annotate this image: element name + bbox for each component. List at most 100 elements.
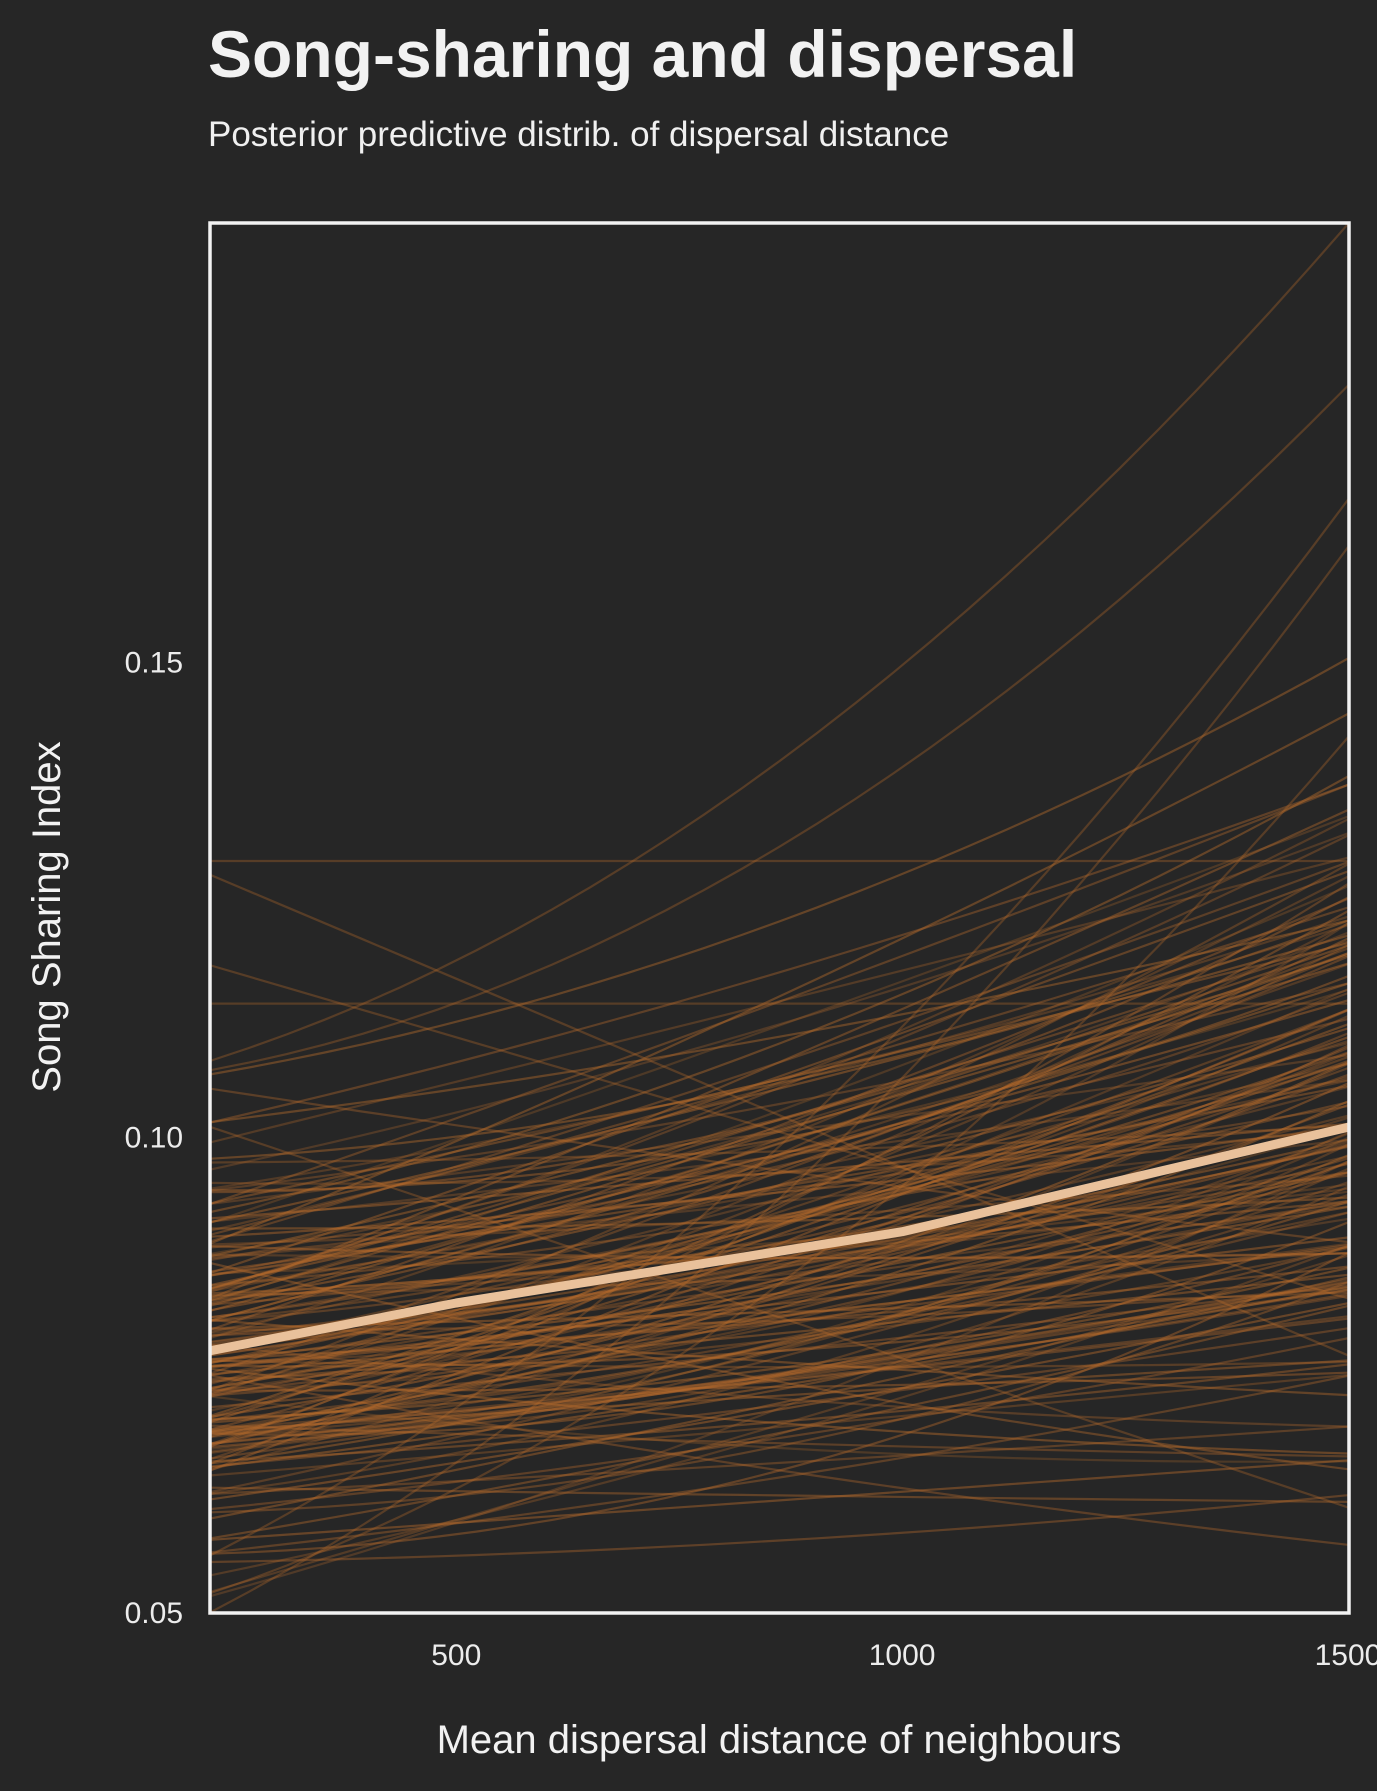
x-tick-label: 1500: [1315, 1639, 1377, 1672]
posterior-draw-line: [211, 954, 1348, 1258]
posterior-draw-line: [211, 1486, 1348, 1503]
posterior-draw-line: [211, 1367, 1348, 1455]
posterior-draw-line: [211, 1288, 1348, 1368]
posterior-draw-line: [211, 1062, 1348, 1292]
posterior-draw-line: [211, 1067, 1348, 1323]
posterior-draw-line: [211, 1162, 1348, 1397]
posterior-draw-line: [211, 1276, 1348, 1520]
posterior-draw-line: [211, 224, 1348, 1062]
posterior-draw-line: [211, 1337, 1348, 1511]
y-axis: 0.05 0.10 0.15: [125, 646, 183, 1630]
posterior-draw-line: [211, 1027, 1348, 1305]
posterior-draw-line: [211, 1211, 1348, 1432]
posterior-draw-line: [211, 1052, 1348, 1460]
posterior-draw-line: [211, 922, 1348, 1390]
posterior-draw-line: [211, 1315, 1348, 1435]
posterior-draw-line: [211, 1143, 1348, 1436]
posterior-draw-line: [211, 736, 1348, 1595]
posterior-draw-line: [211, 1246, 1348, 1376]
posterior-draw-line: [211, 922, 1348, 1396]
plot-frame: [208, 221, 1351, 1615]
posterior-draw-line: [211, 1359, 1348, 1369]
posterior-draw-line: [211, 1163, 1348, 1357]
posterior-draw-line: [211, 1236, 1348, 1368]
posterior-draw-line: [211, 944, 1348, 1301]
posterior-draw-line: [211, 1171, 1348, 1369]
posterior-draw-line: [211, 1171, 1348, 1389]
posterior-draw-line: [211, 1040, 1348, 1333]
posterior-draw-line: [211, 1181, 1348, 1438]
posterior-draw-line: [211, 874, 1348, 1357]
posterior-draw-line: [211, 906, 1348, 1236]
posterior-draw-line: [211, 1199, 1348, 1368]
posterior-draw-line: [211, 1054, 1348, 1205]
posterior-draw-line: [211, 999, 1348, 1287]
posterior-draw-line: [211, 1254, 1348, 1593]
posterior-draw-line: [211, 1167, 1348, 1495]
posterior-draw-line: [211, 775, 1348, 1213]
posterior-draw-line: [211, 1302, 1348, 1501]
posterior-draw-line: [211, 1252, 1348, 1555]
posterior-draw-line: [211, 875, 1348, 1339]
posterior-draw-line: [211, 1278, 1348, 1454]
posterior-draw-line: [211, 1251, 1348, 1297]
posterior-draw-line: [211, 384, 1348, 1072]
posterior-draw-line: [211, 1273, 1348, 1383]
posterior-draw-line: [211, 1174, 1348, 1246]
posterior-draw-line: [211, 783, 1348, 1124]
posterior-draw-line: [211, 982, 1348, 1322]
posterior-draw-line: [211, 808, 1348, 1300]
posterior-draw-line: [211, 1160, 1348, 1597]
posterior-draw-line: [211, 885, 1348, 1303]
posterior-draw-line: [211, 1281, 1348, 1514]
y-tick-label: 0.15: [125, 646, 183, 679]
posterior-draw-line: [211, 1126, 1348, 1334]
posterior-draw-line: [211, 1318, 1348, 1397]
posterior-draw-line: [211, 856, 1348, 1144]
posterior-draw-line: [211, 1221, 1348, 1437]
posterior-draw-line: [211, 1281, 1348, 1445]
posterior-draw-line: [211, 1132, 1348, 1363]
posterior-draw-line: [211, 934, 1348, 1224]
posterior-draw-line: [211, 947, 1348, 1307]
mean-curve-line: [211, 1122, 1348, 1356]
posterior-draw-line: [211, 940, 1348, 1290]
posterior-draw-line: [211, 1373, 1348, 1477]
posterior-draw-line: [211, 1244, 1348, 1577]
posterior-draw-line: [211, 1317, 1348, 1434]
posterior-draw-line: [211, 712, 1348, 1245]
posterior-draw-line: [211, 1201, 1348, 1364]
posterior-draw-line: [211, 1154, 1348, 1465]
posterior-draw-line: [211, 546, 1348, 1613]
posterior-draw-line: [211, 1128, 1348, 1185]
posterior-draw-line: [211, 882, 1348, 1465]
posterior-draw-line: [211, 975, 1348, 1192]
mean-curve-group: [211, 1122, 1348, 1356]
posterior-draw-line: [211, 1140, 1348, 1350]
posterior-draw-line: [211, 1371, 1348, 1392]
posterior-draw-line: [211, 964, 1348, 1300]
posterior-draw-line: [211, 910, 1348, 1448]
posterior-draw-line: [211, 937, 1348, 1312]
posterior-draw-line: [211, 1017, 1348, 1277]
posterior-draw-line: [211, 896, 1348, 1194]
y-axis-title: Song Sharing Index: [25, 741, 69, 1092]
posterior-draw-line: [211, 1193, 1348, 1493]
posterior-draw-line: [211, 861, 1348, 1243]
posterior-draw-line: [211, 1023, 1348, 1417]
posterior-draw-line: [211, 1056, 1348, 1322]
posterior-draws: [211, 224, 1348, 1613]
posterior-draw-line: [211, 1032, 1348, 1306]
y-tick-label: 0.05: [125, 1597, 183, 1630]
posterior-draw-line: [211, 1061, 1348, 1438]
posterior-draw-line: [211, 1494, 1348, 1564]
posterior-draw-line: [211, 1196, 1348, 1230]
posterior-draw-line: [211, 1160, 1348, 1421]
posterior-draw-line: [211, 1294, 1348, 1430]
posterior-draw-line: [211, 988, 1348, 1446]
posterior-draw-line: [211, 1124, 1348, 1164]
posterior-draw-line: [211, 1085, 1348, 1319]
posterior-draw-line: [211, 1459, 1348, 1541]
posterior-draw-line: [211, 1293, 1348, 1445]
